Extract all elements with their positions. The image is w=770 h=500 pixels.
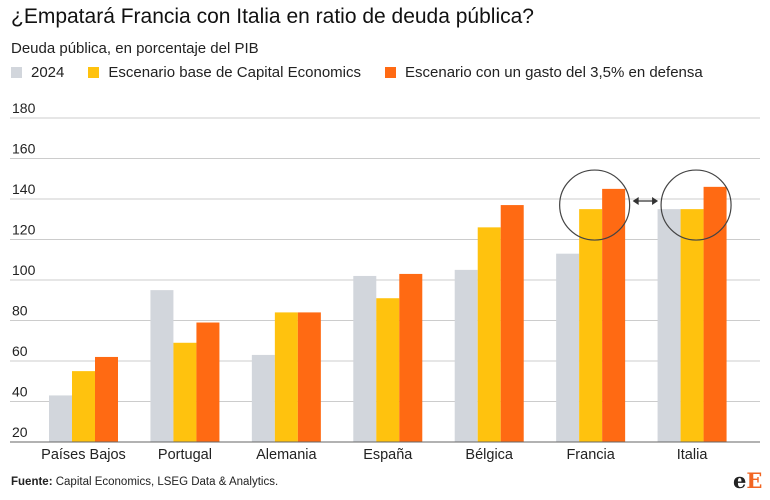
bar-1-4 xyxy=(353,275,377,442)
x-tick-label-2: Portugal xyxy=(158,447,212,463)
source-footer: Fuente: Capital Economics, LSEG Data & A… xyxy=(11,476,278,488)
bar-2-5 xyxy=(477,227,501,442)
x-tick-label-1: Países Bajos xyxy=(41,447,126,463)
bar-1-5 xyxy=(454,269,478,442)
y-tick-label-100: 100 xyxy=(12,262,36,278)
bar-3-6 xyxy=(602,188,626,442)
x-tick-label-3: Alemania xyxy=(256,447,317,463)
bar-2-1 xyxy=(72,371,95,442)
logo-part-2: E xyxy=(746,468,763,493)
bar-3-7 xyxy=(703,186,727,442)
chart-title: ¿Empatará Francia con Italia en ratio de… xyxy=(11,5,534,28)
bar-chart: 20 40 60 80 100 120 140 160 180 Países Bajos Portu… xyxy=(10,100,760,463)
bar-3-1 xyxy=(95,356,118,442)
bar-2-2 xyxy=(173,342,197,442)
chart-subtitle: Deuda pública, en porcentaje del PIB xyxy=(11,40,259,57)
x-tick-label-5: Bélgica xyxy=(465,447,513,463)
bar-2-7 xyxy=(680,209,704,442)
y-tick-label-60: 60 xyxy=(12,343,28,359)
highlight-circle-italia xyxy=(660,169,732,241)
bar-3-5 xyxy=(500,205,524,442)
brand-logo: eE xyxy=(733,470,762,492)
logo-part-1: e xyxy=(733,468,747,493)
legend-label-base: Escenario base de Capital Economics xyxy=(108,64,362,81)
bar-1-1 xyxy=(49,395,72,442)
y-tick-label-140: 140 xyxy=(12,181,36,197)
legend-label-2024: 2024 xyxy=(31,64,65,81)
bar-2-6 xyxy=(579,209,603,442)
bar-3-2 xyxy=(196,322,220,442)
legend-swatch-2024 xyxy=(11,67,22,78)
bar-1-6 xyxy=(556,253,580,442)
x-tick-label-4: España xyxy=(363,447,413,463)
y-tick-label-180: 180 xyxy=(12,100,36,116)
y-tick-label-40: 40 xyxy=(12,384,28,400)
y-tick-label-20: 20 xyxy=(12,424,28,440)
bar-3-4 xyxy=(399,273,423,442)
x-tick-label-6: Francia xyxy=(566,447,615,463)
legend-swatch-defensa xyxy=(385,67,397,78)
bar-1-2 xyxy=(150,290,174,442)
legend-item-base: Escenario base de Capital Economics xyxy=(88,64,361,81)
legend-item-defensa: Escenario con un gasto del 3,5% en defen… xyxy=(385,64,703,81)
legend-label-defensa: Escenario con un gasto del 3,5% en defen… xyxy=(405,64,703,81)
bar-1-3 xyxy=(251,354,275,442)
x-tick-label-7: Italia xyxy=(677,447,709,463)
y-tick-label-120: 120 xyxy=(12,222,36,238)
source-text: Capital Economics, LSEG Data & Analytics… xyxy=(52,476,279,488)
y-tick-label-80: 80 xyxy=(12,303,28,319)
bar-3-3 xyxy=(297,312,321,442)
legend-item-2024: 2024 xyxy=(11,64,64,81)
bar-2-4 xyxy=(376,298,400,442)
comparison-arrow-head-right xyxy=(652,197,659,206)
chart-legend: 2024 Escenario base de Capital Economics… xyxy=(11,64,727,81)
highlight-circle-francia xyxy=(559,169,631,241)
legend-swatch-base xyxy=(88,67,100,78)
comparison-arrow-head-left xyxy=(632,197,639,206)
bar-1-7 xyxy=(657,209,681,442)
bar-2-3 xyxy=(274,312,298,442)
source-label: Fuente: xyxy=(11,476,53,488)
y-tick-label-160: 160 xyxy=(12,141,36,157)
